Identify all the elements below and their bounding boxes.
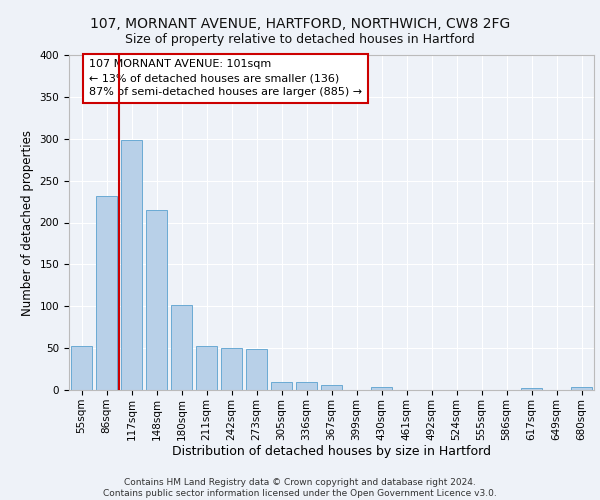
Bar [246,349,267,390]
Text: Contains HM Land Registry data © Crown copyright and database right 2024.
Contai: Contains HM Land Registry data © Crown c… [103,478,497,498]
Bar [171,304,192,390]
X-axis label: Distribution of detached houses by size in Hartford: Distribution of detached houses by size … [172,446,491,458]
Bar [321,385,342,390]
Text: 107, MORNANT AVENUE, HARTFORD, NORTHWICH, CW8 2FG: 107, MORNANT AVENUE, HARTFORD, NORTHWICH… [90,18,510,32]
Bar [146,210,167,390]
Bar [271,382,292,390]
Text: 107 MORNANT AVENUE: 101sqm
← 13% of detached houses are smaller (136)
87% of sem: 107 MORNANT AVENUE: 101sqm ← 13% of deta… [89,59,362,97]
Bar [221,348,242,390]
Bar [121,140,142,390]
Bar [296,382,317,390]
Bar [196,346,217,390]
Bar [71,346,92,390]
Y-axis label: Number of detached properties: Number of detached properties [21,130,34,316]
Bar [96,196,117,390]
Bar [371,386,392,390]
Bar [521,388,542,390]
Bar [571,388,592,390]
Text: Size of property relative to detached houses in Hartford: Size of property relative to detached ho… [125,32,475,46]
